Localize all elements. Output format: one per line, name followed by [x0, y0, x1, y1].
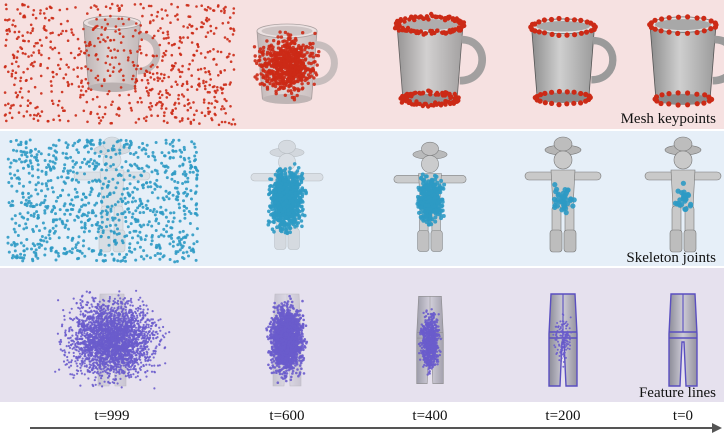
timestep-label-999: t=999	[94, 408, 130, 424]
mug-points-t999	[3, 2, 237, 127]
timestep-label-400: t=400	[412, 408, 448, 424]
figure-shape-t0	[644, 136, 722, 253]
mug-keypoints-bottom-t400	[398, 88, 461, 109]
mug-keypoints-bottom-t200	[532, 88, 593, 108]
mug-shape-t0	[649, 16, 724, 105]
timestep-label-200: t=200	[545, 408, 581, 424]
feature-lines-label: Feature lines	[638, 385, 716, 401]
skeleton-joints-t200	[551, 182, 577, 216]
skeleton-joints-t0	[672, 180, 694, 212]
feature-points-t400	[417, 308, 442, 376]
skeleton-points-t999	[6, 138, 200, 264]
feature-points-t200	[552, 313, 573, 368]
feature-points-t600	[265, 294, 309, 385]
mug-shape-t200	[531, 18, 617, 103]
skeleton-points-t400	[415, 172, 447, 227]
mesh-keypoints-label: Mesh keypoints	[620, 111, 716, 127]
mug-points-t600	[252, 30, 321, 102]
feature-points-t999	[54, 289, 171, 390]
garment-shape-t0	[668, 293, 698, 387]
mug-keypoints-top-t0	[647, 14, 719, 36]
skeleton-points-t600	[266, 162, 308, 236]
arrow-head-icon	[712, 423, 722, 433]
mug-keypoints-top-t200	[528, 15, 598, 39]
timestep-label-600: t=600	[269, 408, 305, 424]
timestep-label-0: t=0	[672, 408, 694, 424]
mug-keypoints-top-t400	[392, 11, 467, 37]
mug-keypoints-bottom-t0	[652, 90, 715, 108]
skeleton-joints-label: Skeleton joints	[626, 250, 716, 266]
